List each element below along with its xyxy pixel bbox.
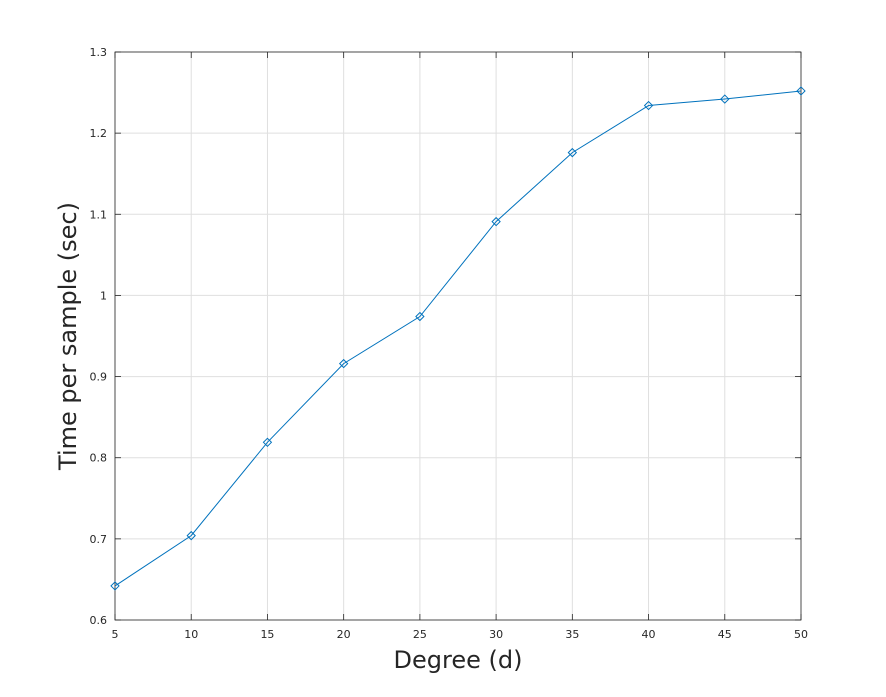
y-tick-labels: 0.6 0.7 0.8 0.9 1 1.1 1.2 1.3	[90, 46, 108, 627]
data-point-marker	[567, 147, 578, 158]
x-tick-label: 10	[184, 628, 198, 641]
y-tick-label: 1.1	[90, 208, 108, 221]
data-point-marker	[796, 86, 806, 96]
y-tick-label: 0.9	[90, 371, 108, 384]
x-tick-label: 15	[260, 628, 274, 641]
x-tick-label: 20	[337, 628, 351, 641]
y-tick-label: 1.2	[90, 127, 108, 140]
x-tick-label: 25	[413, 628, 427, 641]
data-point-marker	[338, 358, 349, 369]
data-point-marker	[262, 437, 273, 448]
plot-area	[115, 52, 801, 620]
x-tick-label: 40	[642, 628, 656, 641]
y-axis-label: Time per sample (sec)	[54, 202, 82, 471]
data-point-marker	[415, 311, 425, 322]
series-line	[114, 90, 802, 587]
data-point-marker	[491, 216, 501, 227]
x-tick-labels: 5 10 15 20 25 30 35 40 45 50	[112, 628, 809, 641]
x-tick-label: 45	[718, 628, 732, 641]
plot-frame	[114, 51, 802, 621]
series	[110, 86, 806, 591]
y-tick-label: 0.6	[90, 614, 108, 627]
y-tick-label: 1	[100, 289, 107, 302]
data-point-marker	[643, 100, 654, 111]
x-tick-label: 50	[794, 628, 808, 641]
y-tick-label: 0.8	[90, 452, 108, 465]
axis-ticks	[114, 51, 802, 621]
x-tick-label: 5	[112, 628, 119, 641]
y-tick-label: 1.3	[90, 46, 108, 59]
x-axis-label: Degree (d)	[394, 646, 523, 674]
data-point-marker	[720, 94, 730, 104]
data-point-marker	[110, 581, 120, 591]
data-point-marker	[186, 530, 196, 541]
y-tick-label: 0.7	[90, 533, 108, 546]
x-tick-label: 30	[489, 628, 503, 641]
x-tick-label: 35	[565, 628, 579, 641]
